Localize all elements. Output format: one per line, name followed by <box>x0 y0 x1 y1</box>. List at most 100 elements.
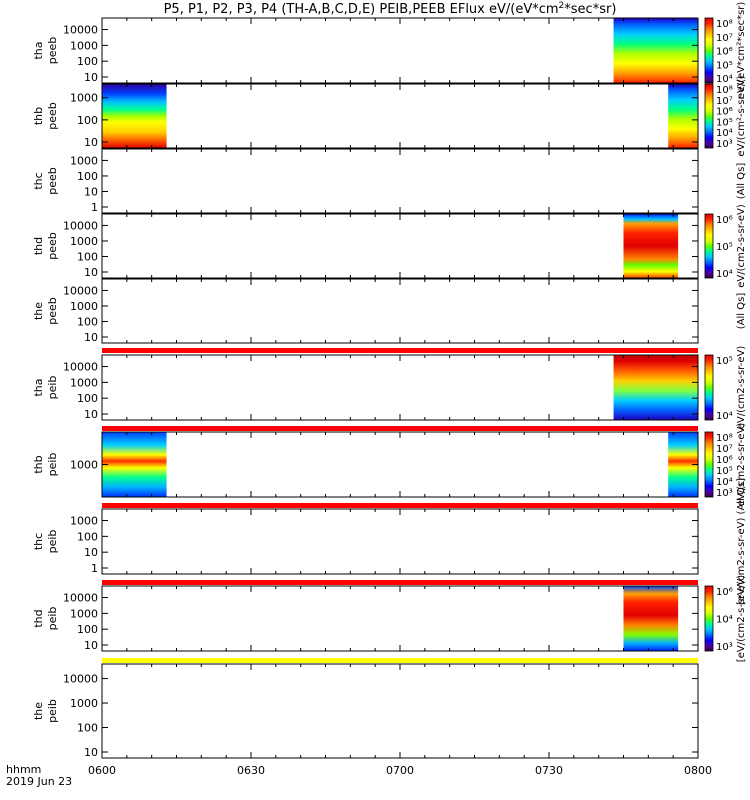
colorbar-tick-label: 10⁴ <box>716 128 733 139</box>
spectrogram-block-thd-peib-1 <box>623 586 679 651</box>
panel-label-probe: thb <box>32 107 45 125</box>
colorbar-tick-label: 10⁴ <box>716 74 733 85</box>
panel-frame <box>101 278 699 344</box>
xtick-label: 0630 <box>237 764 265 777</box>
colorbar-tick-label: 10³ <box>716 488 733 499</box>
colorbar-tick-label: 10⁵ <box>716 356 733 367</box>
panel-frame <box>101 663 699 759</box>
time-axis-date-label: 2019 Jun 23 <box>6 775 72 788</box>
colorbar-tick-label: 10⁵ <box>716 60 733 71</box>
ytick-label: 10000 <box>63 592 98 605</box>
ytick-label: 1000 <box>70 697 98 710</box>
spectrogram-block-thb-peeb-2 <box>668 84 698 148</box>
ytick-label: 1000 <box>70 300 98 313</box>
panel-label-probe: thb <box>32 455 45 473</box>
panel-thc-peib: 1 10 100 1000 thc peib [eV/(cm2-s-sr-eV) (All … <box>32 478 747 605</box>
panel-label-product: peeb <box>46 297 59 325</box>
colorbar-tick-label: 10⁸ <box>716 85 733 96</box>
colorbar-tick-label: 10⁴ <box>716 411 733 422</box>
panel-frame <box>101 213 699 279</box>
ytick-label: 1000 <box>70 235 98 248</box>
ytick-label: 10000 <box>63 284 98 297</box>
ytick-label: 1 <box>91 562 98 575</box>
ytick-label: 100 <box>77 530 98 543</box>
colorbar <box>704 213 714 279</box>
colorbar <box>704 585 714 652</box>
panel-label-probe: tha <box>32 378 45 396</box>
ytick-label: 10000 <box>63 24 98 37</box>
ytick-label: 10 <box>84 408 98 421</box>
panel-tha-peeb: 10 100 1000 10000 tha peeb 10⁴ 10⁵ 10⁶ 10⁷ 10⁸ eV/(… <box>32 2 747 100</box>
colorbar-title: eV/(cm2-s-sr-eV) <box>736 204 747 288</box>
colorbar-tick-label: 10⁶ <box>716 455 733 466</box>
colorbar-tick-label: 10⁷ <box>716 444 733 455</box>
panel-label-probe: thc <box>32 533 45 550</box>
ytick-label: 10 <box>84 185 98 198</box>
ytick-label: 1 <box>91 201 98 214</box>
panel-frame <box>101 508 699 575</box>
panel-label-product: peib <box>46 453 59 477</box>
ytick-label: 1000 <box>70 376 98 389</box>
panel-frame <box>101 431 699 498</box>
time-axis-ticks: 0600 0630 0700 0730 0800 <box>88 764 712 777</box>
colorbar-tick-label: 10⁴ <box>716 477 733 488</box>
colorbar-tick-label: 10⁸ <box>716 433 733 444</box>
status-bar <box>102 348 698 353</box>
colorbar-title: eV/(cm2-s-sr-eV) <box>736 346 747 430</box>
time-axis-corner-label: hhmm <box>6 763 41 776</box>
panel-label-probe: the <box>32 702 45 720</box>
ytick-label: 10 <box>84 639 98 652</box>
ytick-label: 100 <box>77 722 98 735</box>
colorbar-title: eV/(cm2-s-sr-eV) <box>736 423 747 507</box>
colorbar-tick-label: 10⁴ <box>716 269 733 280</box>
status-bar <box>102 503 698 508</box>
panel-frame <box>101 585 699 652</box>
colorbar-tick-label: 10⁷ <box>716 96 733 107</box>
panel-thd-peib: 10 100 1000 10000 thd peib 10³ 10⁴ 10⁶ [eV/(cm2-s… <box>32 575 747 662</box>
colorbar-title: eV/(eV*cm²*sec*sr) <box>736 2 747 100</box>
status-bar <box>102 426 698 431</box>
ytick-label: 10 <box>84 331 98 344</box>
ytick-label: 1000 <box>70 154 98 167</box>
colorbar <box>704 17 714 84</box>
panel-frame <box>101 148 699 214</box>
panel-thc-peeb: 1 10 100 1000 thc peeb (All Qs] <box>32 148 747 214</box>
status-bar <box>102 658 698 663</box>
panel-tha-peib: 10 100 1000 10000 tha peib 10⁴ 10⁵ eV/(cm2-s-sr-… <box>32 346 747 430</box>
ytick-label: 10 <box>84 746 98 759</box>
ytick-label: 1000 <box>70 92 98 105</box>
panel-label-probe: thc <box>32 172 45 189</box>
ytick-label: 1000 <box>70 39 98 52</box>
status-bar <box>102 580 698 585</box>
colorbar <box>704 354 714 421</box>
ytick-label: 10000 <box>63 673 98 686</box>
panel-label-product: peib <box>46 530 59 554</box>
xtick-label: 0730 <box>535 764 563 777</box>
panel-label-product: peib <box>46 376 59 400</box>
panel-thd-peeb: 10 100 1000 10000 thd peeb 10⁴ 10⁵ 10⁶ eV/(cm2-s-… <box>32 204 747 288</box>
colorbar-tick-label: 10⁵ <box>716 117 733 128</box>
colorbar-tick-label: 10⁶ <box>716 215 733 226</box>
colorbar-title: [eV/(cm2-s-sr-eV) <box>736 575 747 662</box>
panel-label-probe: tha <box>32 41 45 59</box>
time-axis: hhmm 2019 Jun 23 0600 0630 0700 0730 0800 <box>6 763 712 788</box>
colorbar <box>704 83 714 149</box>
panel-the-peeb: 10 100 1000 10000 the peeb (All Qs] <box>32 278 747 344</box>
panel-label-product: peeb <box>46 102 59 130</box>
panel-label-probe: thd <box>32 609 45 627</box>
colorbar-title: (All Qs] <box>736 163 747 200</box>
colorbar-title: eV/(cm²-s-sr-eV) <box>736 75 747 156</box>
ytick-label: 10 <box>84 266 98 279</box>
xtick-label: 0700 <box>386 764 414 777</box>
ytick-label: 100 <box>77 114 98 127</box>
colorbar-tick-label: 10⁶ <box>716 107 733 118</box>
panel-the-peib: 10 100 1000 10000 the peib <box>32 663 699 759</box>
ytick-label: 1000 <box>70 459 98 472</box>
colorbar-title: [eV/(cm2-s-sr-eV) (All Qs] <box>736 478 747 605</box>
ytick-label: 10000 <box>63 361 98 374</box>
panel-label-product: peeb <box>46 232 59 260</box>
colorbar-tick-label: 10⁷ <box>716 33 733 44</box>
colorbar-tick-label: 10⁵ <box>716 242 733 253</box>
